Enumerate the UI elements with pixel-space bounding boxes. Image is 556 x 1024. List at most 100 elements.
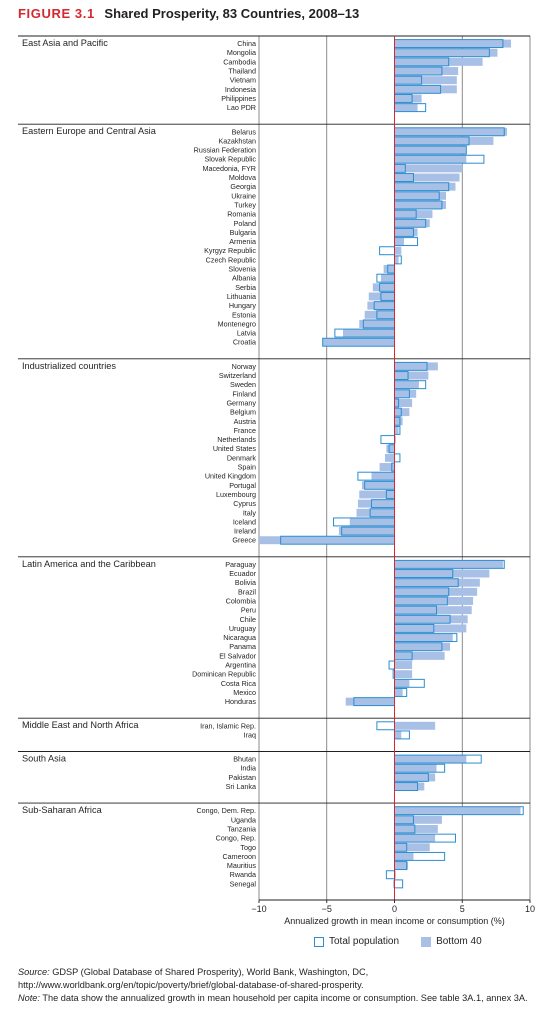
country-label-lao-pdr: Lao PDR xyxy=(227,103,256,112)
bar-bottom40-colombia xyxy=(394,597,474,605)
country-label-costa-rica: Costa Rica xyxy=(221,679,256,688)
bar-bottom40-cambodia xyxy=(394,57,483,66)
bar-bottom40-bolivia xyxy=(394,578,480,587)
country-label-albania: Albania xyxy=(232,274,256,283)
bar-total-denmark xyxy=(394,453,401,463)
x-axis-title: Annualized growth in mean income or cons… xyxy=(284,916,505,926)
country-label-germany: Germany xyxy=(226,398,256,407)
bar-bottom40-slovenia xyxy=(383,265,395,273)
bar-bottom40-croatia xyxy=(322,338,395,347)
country-label-denmark: Denmark xyxy=(227,453,257,462)
country-label-kyrgyz-republic: Kyrgyz Republic xyxy=(204,246,256,255)
source-label: Source: xyxy=(18,967,50,977)
country-label-mauritius: Mauritius xyxy=(227,861,257,870)
country-label-france: France xyxy=(234,426,256,435)
bar-bottom40-indonesia xyxy=(394,85,457,94)
note-label: Note: xyxy=(18,993,40,1003)
bar-bottom40-togo xyxy=(394,843,430,852)
country-label-iran-islamic-rep: Iran, Islamic Rep. xyxy=(200,721,256,730)
country-label-iraq: Iraq xyxy=(244,730,256,739)
country-label-philippines: Philippines xyxy=(221,94,256,103)
country-label-austria: Austria xyxy=(234,417,256,426)
country-label-cyprus: Cyprus xyxy=(233,499,256,508)
country-label-el-salvador: El Salvador xyxy=(219,651,256,660)
country-label-belarus: Belarus xyxy=(232,127,257,136)
country-label-india: India xyxy=(240,764,256,773)
bar-bottom40-honduras xyxy=(345,697,395,706)
data-note: Note: The data show the annualized growt… xyxy=(18,992,548,1005)
bar-bottom40-moldova xyxy=(394,173,460,182)
country-label-nicaragua: Nicaragua xyxy=(223,633,256,642)
country-label-paraguay: Paraguay xyxy=(225,560,256,569)
bar-bottom40-montenegro xyxy=(359,319,395,328)
group-label-industrialized-countries: Industrialized countries xyxy=(22,361,116,371)
bar-bottom40-philippines xyxy=(394,94,422,103)
country-label-romania: Romania xyxy=(227,210,256,219)
bar-bottom40-brazil xyxy=(394,587,478,596)
country-label-ukraine: Ukraine xyxy=(231,191,256,200)
bar-bottom40-rwanda xyxy=(394,870,396,879)
country-label-armenia: Armenia xyxy=(229,237,256,246)
country-label-montenegro: Montenegro xyxy=(218,319,256,328)
legend-item-total: Total population xyxy=(314,936,399,947)
bar-bottom40-france xyxy=(394,426,399,435)
bar-bottom40-italy xyxy=(356,508,395,517)
country-label-belgium: Belgium xyxy=(230,408,256,417)
group-label-middle-east-and-north-africa: Middle East and North Africa xyxy=(22,720,139,730)
country-label-vietnam: Vietnam xyxy=(230,76,256,85)
bar-bottom40-senegal xyxy=(393,879,395,888)
bar-bottom40-austria xyxy=(394,417,403,426)
group-label-eastern-europe-and-central-asia: Eastern Europe and Central Asia xyxy=(22,126,157,136)
bar-bottom40-iceland xyxy=(349,517,395,526)
country-label-rwanda: Rwanda xyxy=(230,870,256,879)
bar-bottom40-estonia xyxy=(364,310,395,319)
bar-bottom40-switzerland xyxy=(394,371,429,380)
bar-bottom40-bhutan xyxy=(394,755,467,764)
country-label-colombia: Colombia xyxy=(226,596,256,605)
country-label-mexico: Mexico xyxy=(233,688,256,697)
group-label-east-asia-and-pacific: East Asia and Pacific xyxy=(22,38,108,48)
bar-bottom40-mauritius xyxy=(394,861,409,870)
bar-bottom40-latvia xyxy=(343,329,395,338)
source-note: Source: GDSP (Global Database of Shared … xyxy=(18,966,548,992)
bar-total-senegal xyxy=(394,879,404,889)
legend-swatch-bottom40 xyxy=(421,936,432,947)
country-label-latvia: Latvia xyxy=(237,329,256,338)
country-label-slovak-republic: Slovak Republic xyxy=(204,155,256,164)
country-label-sweden: Sweden xyxy=(230,380,256,389)
bar-bottom40-kazakhstan xyxy=(394,136,494,145)
bar-bottom40-pakistan xyxy=(394,773,436,782)
bar-bottom40-germany xyxy=(394,399,413,407)
bar-bottom40-india xyxy=(394,764,437,773)
country-label-indonesia: Indonesia xyxy=(225,85,256,94)
bar-bottom40-macedonia-fyr xyxy=(394,164,463,173)
country-label-macedonia-fyr: Macedonia, FYR xyxy=(202,164,256,173)
country-label-russian-federation: Russian Federation xyxy=(194,146,256,155)
bar-bottom40-turkey xyxy=(394,201,446,209)
bar-bottom40-thailand xyxy=(394,67,459,75)
country-label-netherlands: Netherlands xyxy=(217,435,256,444)
country-label-cameroon: Cameroon xyxy=(222,852,256,861)
bar-bottom40-iraq xyxy=(394,730,402,739)
country-label-mongolia: Mongolia xyxy=(227,48,256,57)
bar-bottom40-vietnam xyxy=(394,76,457,85)
bar-bottom40-ecuador xyxy=(394,569,490,578)
bar-bottom40-china xyxy=(394,39,512,48)
country-label-united-states: United States xyxy=(213,444,257,453)
country-label-dominican-republic: Dominican Republic xyxy=(192,670,256,679)
bar-bottom40-sri-lanka xyxy=(394,782,425,791)
bar-bottom40-mexico xyxy=(394,688,403,697)
bar-bottom40-belgium xyxy=(394,408,410,417)
bar-bottom40-slovak-republic xyxy=(394,155,467,164)
bar-total-argentina xyxy=(388,660,395,670)
bar-bottom40-lithuania xyxy=(368,292,395,301)
country-label-senegal: Senegal xyxy=(230,879,257,888)
bar-bottom40-poland xyxy=(394,219,430,228)
bar-total-rwanda xyxy=(385,870,395,880)
bar-bottom40-greece xyxy=(259,536,395,545)
country-label-panama: Panama xyxy=(229,642,256,651)
bar-bottom40-dominican-republic xyxy=(394,670,413,679)
bar-bottom40-kyrgyz-republic xyxy=(394,246,402,255)
bar-bottom40-panama xyxy=(394,642,451,651)
